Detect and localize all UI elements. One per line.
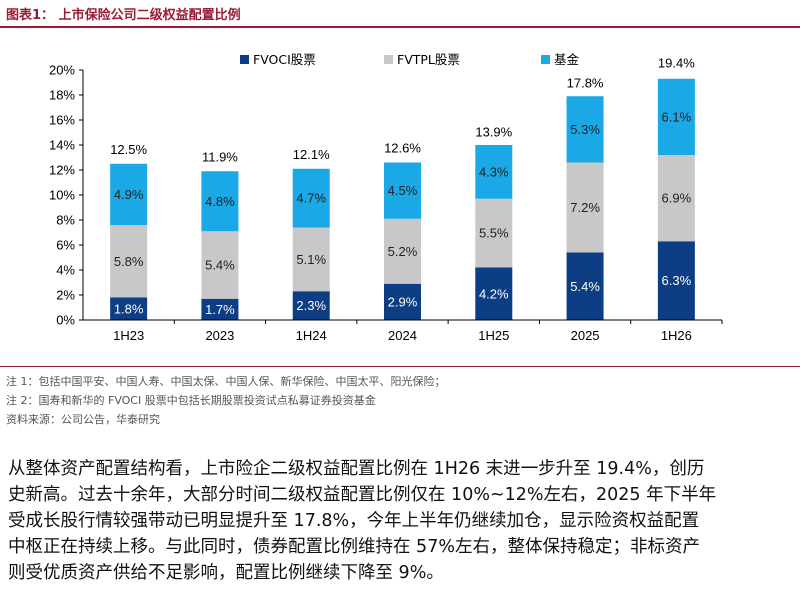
bar-label-2023-series-0: 1.7% xyxy=(205,302,235,317)
y-tick-label-1: 2% xyxy=(56,288,75,303)
x-tick-label-1H23: 1H23 xyxy=(113,328,144,343)
bar-2025-series-2 xyxy=(566,96,604,163)
bar-label-1H23-series-2: 4.9% xyxy=(114,187,144,202)
bar-1H26-series-1 xyxy=(657,155,695,242)
body-line-3: 受成长股行情较强带动已明显提升至 17.8%，今年上半年仍继续加仓，显示险资权益… xyxy=(8,511,700,531)
x-tick-label-1H24: 1H24 xyxy=(296,328,327,343)
bar-1H25-series-2 xyxy=(475,145,513,199)
bar-label-1H23-series-0: 1.8% xyxy=(114,301,144,316)
bar-2023-series-0 xyxy=(201,298,239,320)
bar-label-2023-series-1: 5.4% xyxy=(205,258,235,273)
bar-label-1H24-series-1: 5.1% xyxy=(296,252,326,267)
bar-2024-series-2 xyxy=(384,162,421,219)
total-label-2024: 12.6% xyxy=(384,141,421,156)
figure-title: 图表1： 上市保险公司二级权益配置比例 xyxy=(6,8,241,23)
bar-label-2024-series-2: 4.5% xyxy=(388,183,418,198)
y-tick-label-4: 8% xyxy=(56,213,75,228)
body-paragraph: 从整体资产配置结构看，上市险企二级权益配置比例在 1H26 末进一步升至 19.… xyxy=(8,456,796,586)
bar-label-1H25-series-2: 4.3% xyxy=(479,164,509,179)
x-tick-label-1H25: 1H25 xyxy=(478,328,509,343)
legend-label-0: FVOCI股票 xyxy=(253,52,316,67)
y-tick-label-8: 16% xyxy=(49,113,75,128)
notes-divider xyxy=(0,366,800,367)
bar-label-1H25-series-0: 4.2% xyxy=(479,286,509,301)
bar-1H24-series-0 xyxy=(292,291,330,320)
legend-label-1: FVTPL股票 xyxy=(397,52,460,67)
body-line-4: 中枢正在持续上移。与此同时，债券配置比例维持在 57%左右，整体保持稳定；非标资… xyxy=(8,537,700,557)
y-tick-label-5: 10% xyxy=(49,188,75,203)
x-tick-label-2025: 2025 xyxy=(571,328,600,343)
bar-label-1H24-series-2: 4.7% xyxy=(296,191,326,206)
bar-1H23-series-2 xyxy=(110,163,148,225)
y-tick-label-7: 14% xyxy=(49,138,75,153)
total-label-2023: 11.9% xyxy=(202,149,238,164)
bar-2024-series-1 xyxy=(384,218,421,284)
bar-label-1H26-series-1: 6.9% xyxy=(662,191,692,206)
bar-2025-series-1 xyxy=(566,162,604,253)
stacked-bar-chart: FVOCI股票 FVTPL股票 基金 0% 2% 4% 6% 8% 10% 12% 14% 16% 1… xyxy=(49,52,723,343)
x-axis: 1H23 2023 1H24 2024 1H25 2025 1H26 xyxy=(83,319,723,343)
bar-1H25-series-1 xyxy=(475,198,513,268)
note-2: 注 2：国寿和新华的 FVOCI 股票中包括长期股票投资试点私募证券投资基金 xyxy=(6,394,376,407)
total-label-2025: 17.8% xyxy=(567,76,604,91)
bar-1H23-series-1 xyxy=(110,225,148,298)
chart-legend: FVOCI股票 FVTPL股票 基金 xyxy=(240,52,580,67)
y-axis: 0% 2% 4% 6% 8% 10% 12% 14% 16% 18% 20% xyxy=(49,63,84,328)
bar-label-2024-series-0: 2.9% xyxy=(388,294,418,309)
legend-swatch-1 xyxy=(384,55,393,64)
bar-2024-series-0 xyxy=(384,283,421,320)
note-1: 注 1：包括中国平安、中国人寿、中国太保、中国人保、新华保险、中国太平、阳光保险… xyxy=(6,375,446,388)
bar-label-2024-series-1: 5.2% xyxy=(388,244,418,259)
bar-label-2025-series-1: 7.2% xyxy=(570,200,600,215)
bar-1H26-series-0 xyxy=(657,241,695,320)
bar-2025-series-0 xyxy=(566,252,604,320)
bar-2023-series-1 xyxy=(201,231,239,299)
bar-label-1H23-series-1: 5.8% xyxy=(114,254,144,269)
total-label-1H25: 13.9% xyxy=(475,124,512,139)
bar-1H25-series-0 xyxy=(475,267,513,320)
x-tick-label-2023: 2023 xyxy=(205,328,234,343)
bar-label-2025-series-2: 5.3% xyxy=(570,122,600,137)
bar-label-2025-series-0: 5.4% xyxy=(570,279,600,294)
bar-label-1H25-series-1: 5.5% xyxy=(479,226,509,241)
bar-1H26-series-2 xyxy=(657,78,695,155)
y-tick-label-0: 0% xyxy=(56,313,75,328)
y-tick-label-2: 4% xyxy=(56,263,75,278)
y-tick-label-3: 6% xyxy=(56,238,75,253)
body-line-1: 从整体资产配置结构看，上市险企二级权益配置比例在 1H26 末进一步升至 19.… xyxy=(8,459,705,479)
bar-label-2023-series-2: 4.8% xyxy=(205,194,235,209)
x-tick-label-2024: 2024 xyxy=(388,328,417,343)
legend-label-2: 基金 xyxy=(554,52,580,67)
bar-label-1H26-series-0: 6.3% xyxy=(662,273,692,288)
x-tick-label-1H26: 1H26 xyxy=(661,328,692,343)
legend-swatch-2 xyxy=(541,55,550,64)
bars: 1.8% 5.8% 4.9% 12.5% 1.7% 5.4% 4.8% 11.9% 2.3% 5.… xyxy=(110,56,695,320)
body-line-2: 史新高。过去十余年，大部分时间二级权益配置比例仅在 10%~12%左右，2025… xyxy=(8,485,717,505)
total-label-1H23: 12.5% xyxy=(110,142,147,157)
total-label-1H24: 12.1% xyxy=(293,147,330,162)
bar-label-1H26-series-2: 6.1% xyxy=(662,109,692,124)
figure-header: 图表1： 上市保险公司二级权益配置比例 xyxy=(0,0,800,28)
bar-1H24-series-2 xyxy=(292,168,330,228)
y-tick-label-9: 18% xyxy=(49,88,75,103)
legend-swatch-0 xyxy=(240,55,249,64)
total-label-1H26: 19.4% xyxy=(658,56,695,71)
source-note: 资料来源：公司公告，华泰研究 xyxy=(6,413,160,426)
bar-1H23-series-0 xyxy=(110,297,148,320)
bar-2023-series-2 xyxy=(201,171,239,232)
y-tick-label-6: 12% xyxy=(49,163,75,178)
body-line-5: 则受优质资产供给不足影响，配置比例继续下降至 9%。 xyxy=(8,563,444,583)
bar-1H24-series-1 xyxy=(292,227,330,292)
y-tick-label-10: 20% xyxy=(49,63,75,78)
bar-label-1H24-series-0: 2.3% xyxy=(296,298,326,313)
